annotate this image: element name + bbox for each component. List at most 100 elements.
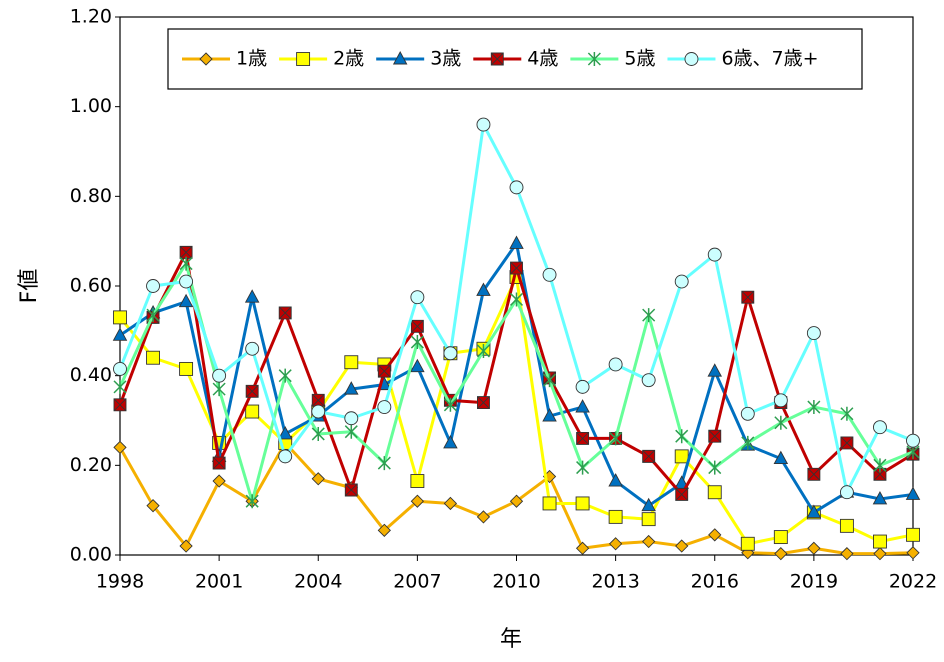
marker xyxy=(708,528,722,542)
marker xyxy=(113,398,127,412)
marker xyxy=(146,279,160,293)
marker xyxy=(873,420,887,435)
marker xyxy=(199,52,213,66)
x-tick-label: 1998 xyxy=(96,571,144,593)
marker xyxy=(377,364,391,378)
marker xyxy=(774,547,788,561)
marker xyxy=(179,274,194,289)
legend: 1歳 2歳 3歳 4歳 5歳 6歳、7歳+ xyxy=(167,28,863,90)
marker xyxy=(476,510,491,524)
marker xyxy=(510,261,523,275)
marker xyxy=(873,534,887,549)
marker xyxy=(410,290,425,305)
marker xyxy=(773,530,788,545)
x-tick-label: 2004 xyxy=(294,571,342,593)
legend-label: 1歳 xyxy=(236,48,267,70)
marker xyxy=(675,429,689,444)
marker xyxy=(575,496,590,511)
marker xyxy=(840,406,854,421)
x-tick-label: 2010 xyxy=(492,571,540,593)
marker xyxy=(773,450,789,465)
marker xyxy=(244,289,260,303)
x-tick-label: 2019 xyxy=(790,571,838,593)
marker xyxy=(542,496,557,511)
legend-label: 6歳、7歳+ xyxy=(721,48,818,70)
marker xyxy=(641,373,656,388)
marker xyxy=(840,436,854,450)
marker xyxy=(410,494,425,508)
marker xyxy=(443,496,458,511)
marker xyxy=(708,460,722,475)
marker xyxy=(477,396,490,410)
y-tick-label: 0.20 xyxy=(70,454,112,476)
marker xyxy=(410,335,424,350)
marker xyxy=(872,491,888,505)
marker xyxy=(873,458,887,473)
marker xyxy=(576,431,590,445)
marker xyxy=(113,379,127,394)
marker xyxy=(806,504,822,518)
y-tick-label: 0.40 xyxy=(70,364,112,386)
marker xyxy=(840,547,854,561)
marker xyxy=(675,539,689,553)
marker xyxy=(707,363,723,377)
marker xyxy=(542,267,557,282)
marker xyxy=(509,494,524,508)
marker xyxy=(839,485,854,500)
marker xyxy=(707,485,722,500)
marker xyxy=(476,117,491,132)
marker xyxy=(575,541,590,555)
marker xyxy=(684,52,699,66)
x-tick-label: 2013 xyxy=(591,571,639,593)
marker xyxy=(476,344,490,359)
marker xyxy=(707,247,722,262)
marker xyxy=(296,52,311,66)
marker xyxy=(212,474,226,488)
marker xyxy=(575,399,590,413)
marker xyxy=(377,400,392,414)
marker xyxy=(377,456,391,471)
marker xyxy=(674,274,689,289)
marker xyxy=(344,483,358,497)
marker xyxy=(392,51,408,65)
marker xyxy=(146,350,160,365)
marker xyxy=(344,411,359,426)
marker xyxy=(113,361,127,376)
marker xyxy=(344,355,359,370)
marker xyxy=(245,404,260,419)
marker xyxy=(839,518,854,533)
y-tick-label: 0.00 xyxy=(70,544,112,566)
y-tick-label: 1.00 xyxy=(70,95,112,117)
legend-label: 4歳 xyxy=(527,48,558,70)
marker xyxy=(642,308,656,323)
marker xyxy=(608,509,623,524)
y-tick-label: 0.60 xyxy=(70,275,112,297)
marker xyxy=(906,433,920,448)
marker xyxy=(740,406,755,421)
legend-label: 5歳 xyxy=(624,48,655,70)
marker xyxy=(278,449,293,464)
marker xyxy=(277,426,293,440)
marker xyxy=(576,460,590,475)
marker xyxy=(179,256,193,271)
y-tick-label: 1.20 xyxy=(70,6,112,28)
marker xyxy=(278,306,292,320)
x-tick-label: 2022 xyxy=(889,571,937,593)
marker xyxy=(587,52,601,66)
marker xyxy=(774,415,788,430)
marker xyxy=(311,472,325,486)
marker xyxy=(146,308,160,323)
legend-label: 3歳 xyxy=(430,48,461,70)
marker xyxy=(311,393,325,407)
marker xyxy=(575,379,590,394)
x-axis-label: 年 xyxy=(500,627,522,652)
marker xyxy=(509,180,524,195)
marker xyxy=(179,361,194,376)
marker xyxy=(410,474,425,488)
marker xyxy=(741,546,755,560)
legend-label: 2歳 xyxy=(333,48,364,70)
marker xyxy=(311,404,326,419)
marker xyxy=(642,449,656,463)
marker xyxy=(212,456,226,470)
marker xyxy=(377,523,391,537)
